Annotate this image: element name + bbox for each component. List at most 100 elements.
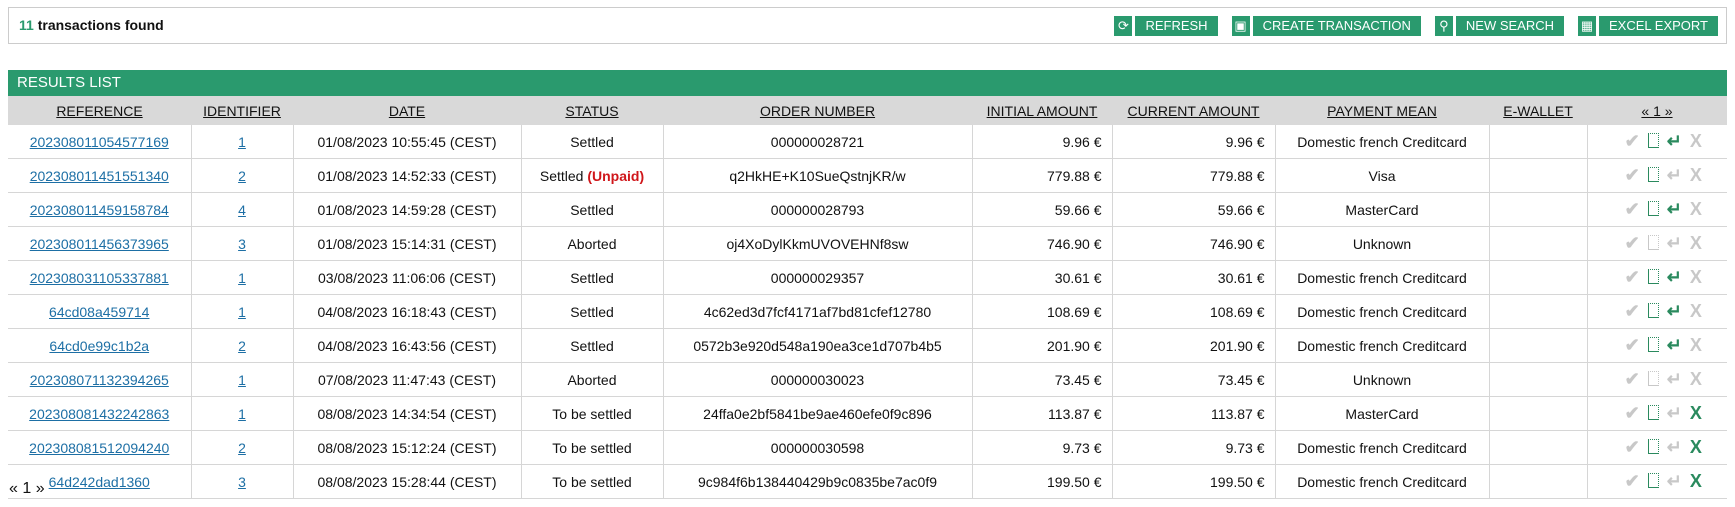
reference-link[interactable]: 202308031105337881: [29, 269, 169, 286]
e-wallet-cell: [1488, 464, 1588, 499]
date-cell: 01/08/2023 14:59:28 (CEST): [292, 192, 522, 227]
actions-cell: ✔ ↵ X: [1586, 192, 1727, 227]
sort-initial-amount[interactable]: INITIAL AMOUNT: [972, 96, 1112, 125]
identifier-link[interactable]: 2: [238, 167, 246, 184]
identifier-link[interactable]: 3: [238, 473, 246, 490]
status-text: Settled: [570, 269, 614, 286]
refund-return-icon: ↵: [1666, 436, 1682, 457]
duplicate-document-icon[interactable]: [1647, 131, 1659, 153]
validate-check-icon: ✔: [1624, 300, 1640, 321]
order-number-cell: 0572b3e920d548a190ea3ce1d707b4b5: [662, 328, 973, 363]
date-cell: 01/08/2023 10:55:45 (CEST): [292, 125, 522, 159]
validate-check-icon: ✔: [1624, 470, 1640, 491]
actions-cell: ✔ ↵ X: [1586, 362, 1727, 397]
actions-cell: ✔ ↵ X: [1586, 125, 1727, 159]
pagination-header[interactable]: « 1 »: [1587, 96, 1727, 125]
identifier-link[interactable]: 2: [238, 337, 246, 354]
summary-box: 11 transactions found ⟳ REFRESH ▣ CREATE T…: [8, 7, 1727, 44]
identifier-cell: 1: [190, 260, 294, 295]
sort-identifier[interactable]: IDENTIFIER: [191, 96, 293, 125]
cancel-x-icon: X: [1689, 130, 1702, 151]
sort-current-amount[interactable]: CURRENT AMOUNT: [1112, 96, 1275, 125]
cancel-x-icon[interactable]: X: [1689, 470, 1702, 491]
initial-amount-cell: 113.87 €: [971, 396, 1113, 431]
duplicate-document-icon[interactable]: [1647, 301, 1659, 323]
refund-return-icon[interactable]: ↵: [1666, 198, 1682, 219]
status-cell: Settled (Unpaid): [520, 158, 664, 193]
excel-export-button[interactable]: ▦ EXCEL EXPORT: [1578, 16, 1718, 36]
status-text: Settled: [570, 201, 614, 218]
duplicate-document-icon[interactable]: [1647, 267, 1659, 289]
date-cell: 08/08/2023 15:28:44 (CEST): [292, 464, 522, 499]
order-number-cell: oj4XoDylKkmUVOVEHNf8sw: [662, 226, 973, 261]
grid-icon: ▦: [1578, 16, 1597, 36]
identifier-link[interactable]: 2: [238, 439, 246, 456]
duplicate-document-icon[interactable]: [1647, 199, 1659, 221]
duplicate-document-icon[interactable]: [1647, 437, 1659, 459]
duplicate-document-icon[interactable]: [1647, 165, 1659, 187]
initial-amount-cell: 199.50 €: [971, 464, 1113, 499]
identifier-link[interactable]: 1: [238, 133, 246, 150]
actions-cell: ✔ ↵ X: [1586, 226, 1727, 261]
validate-check-icon: ✔: [1624, 436, 1640, 457]
initial-amount-cell: 779.88 €: [971, 158, 1113, 193]
reference-link[interactable]: 202308081512094240: [29, 439, 170, 456]
e-wallet-cell: [1488, 260, 1588, 295]
sort-payment-mean[interactable]: PAYMENT MEAN: [1275, 96, 1489, 125]
cancel-x-icon[interactable]: X: [1689, 436, 1702, 457]
e-wallet-cell: [1488, 430, 1588, 465]
reference-link[interactable]: 64cd0e99c1b2a: [49, 337, 150, 354]
reference-link[interactable]: 202308071132394265: [29, 371, 169, 388]
refund-return-icon[interactable]: ↵: [1666, 266, 1682, 287]
new-search-button[interactable]: ⚲ NEW SEARCH: [1434, 16, 1565, 36]
reference-link[interactable]: 64d242dad1360: [48, 473, 150, 490]
reference-link[interactable]: 202308011459158784: [29, 201, 169, 218]
e-wallet-cell: [1488, 362, 1588, 397]
payment-mean-cell: Domestic french Creditcard: [1274, 260, 1490, 295]
pagination[interactable]: « 1 »: [9, 480, 45, 497]
reference-link[interactable]: 202308011451551340: [29, 167, 169, 184]
reference-link[interactable]: 202308011456373965: [29, 235, 169, 252]
refund-return-icon[interactable]: ↵: [1666, 130, 1682, 151]
validate-check-icon: ✔: [1624, 334, 1640, 355]
create-transaction-button[interactable]: ▣ CREATE TRANSACTION: [1231, 16, 1421, 36]
identifier-link[interactable]: 1: [238, 405, 246, 422]
duplicate-document-icon: [1647, 233, 1659, 255]
duplicate-document-icon: [1647, 369, 1659, 391]
reference-link[interactable]: 202308011054577169: [29, 133, 169, 150]
refund-return-icon: ↵: [1666, 402, 1682, 423]
current-amount-cell: 9.96 €: [1111, 125, 1276, 159]
transactions-count: 11 transactions found: [19, 17, 164, 33]
sort-order-number[interactable]: ORDER NUMBER: [663, 96, 972, 125]
refund-return-icon[interactable]: ↵: [1666, 334, 1682, 355]
identifier-cell: 1: [190, 294, 294, 329]
refund-return-icon[interactable]: ↵: [1666, 300, 1682, 321]
duplicate-document-icon[interactable]: [1647, 403, 1659, 425]
table-row: 202308031105337881 1 03/08/2023 11:06:06 (…: [8, 260, 1727, 295]
identifier-link[interactable]: 4: [238, 201, 246, 218]
validate-check-icon: ✔: [1624, 164, 1640, 185]
sort-status[interactable]: STATUS: [521, 96, 663, 125]
identifier-link[interactable]: 3: [238, 235, 246, 252]
sort-e-wallet[interactable]: E-WALLET: [1489, 96, 1587, 125]
identifier-link[interactable]: 1: [238, 371, 246, 388]
duplicate-document-icon[interactable]: [1647, 335, 1659, 357]
table-row: 202308081432242863 1 08/08/2023 14:34:54 (…: [8, 396, 1727, 431]
identifier-link[interactable]: 1: [238, 303, 246, 320]
reference-link[interactable]: 202308081432242863: [29, 405, 170, 422]
initial-amount-cell: 59.66 €: [971, 192, 1113, 227]
refresh-button[interactable]: ⟳ REFRESH: [1114, 16, 1218, 36]
sort-reference[interactable]: REFERENCE: [8, 96, 191, 125]
identifier-link[interactable]: 1: [238, 269, 246, 286]
reference-cell: 202308011459158784: [8, 192, 192, 227]
identifier-cell: 2: [190, 328, 294, 363]
reference-link[interactable]: 64cd08a459714: [49, 303, 150, 320]
sort-date[interactable]: DATE: [293, 96, 521, 125]
current-amount-cell: 59.66 €: [1111, 192, 1276, 227]
actions-cell: ✔ ↵ X: [1586, 294, 1727, 329]
cancel-x-icon[interactable]: X: [1689, 402, 1702, 423]
status-text: Aborted: [567, 235, 617, 252]
e-wallet-cell: [1488, 294, 1588, 329]
refresh-icon: ⟳: [1114, 16, 1133, 36]
duplicate-document-icon[interactable]: [1647, 471, 1659, 493]
